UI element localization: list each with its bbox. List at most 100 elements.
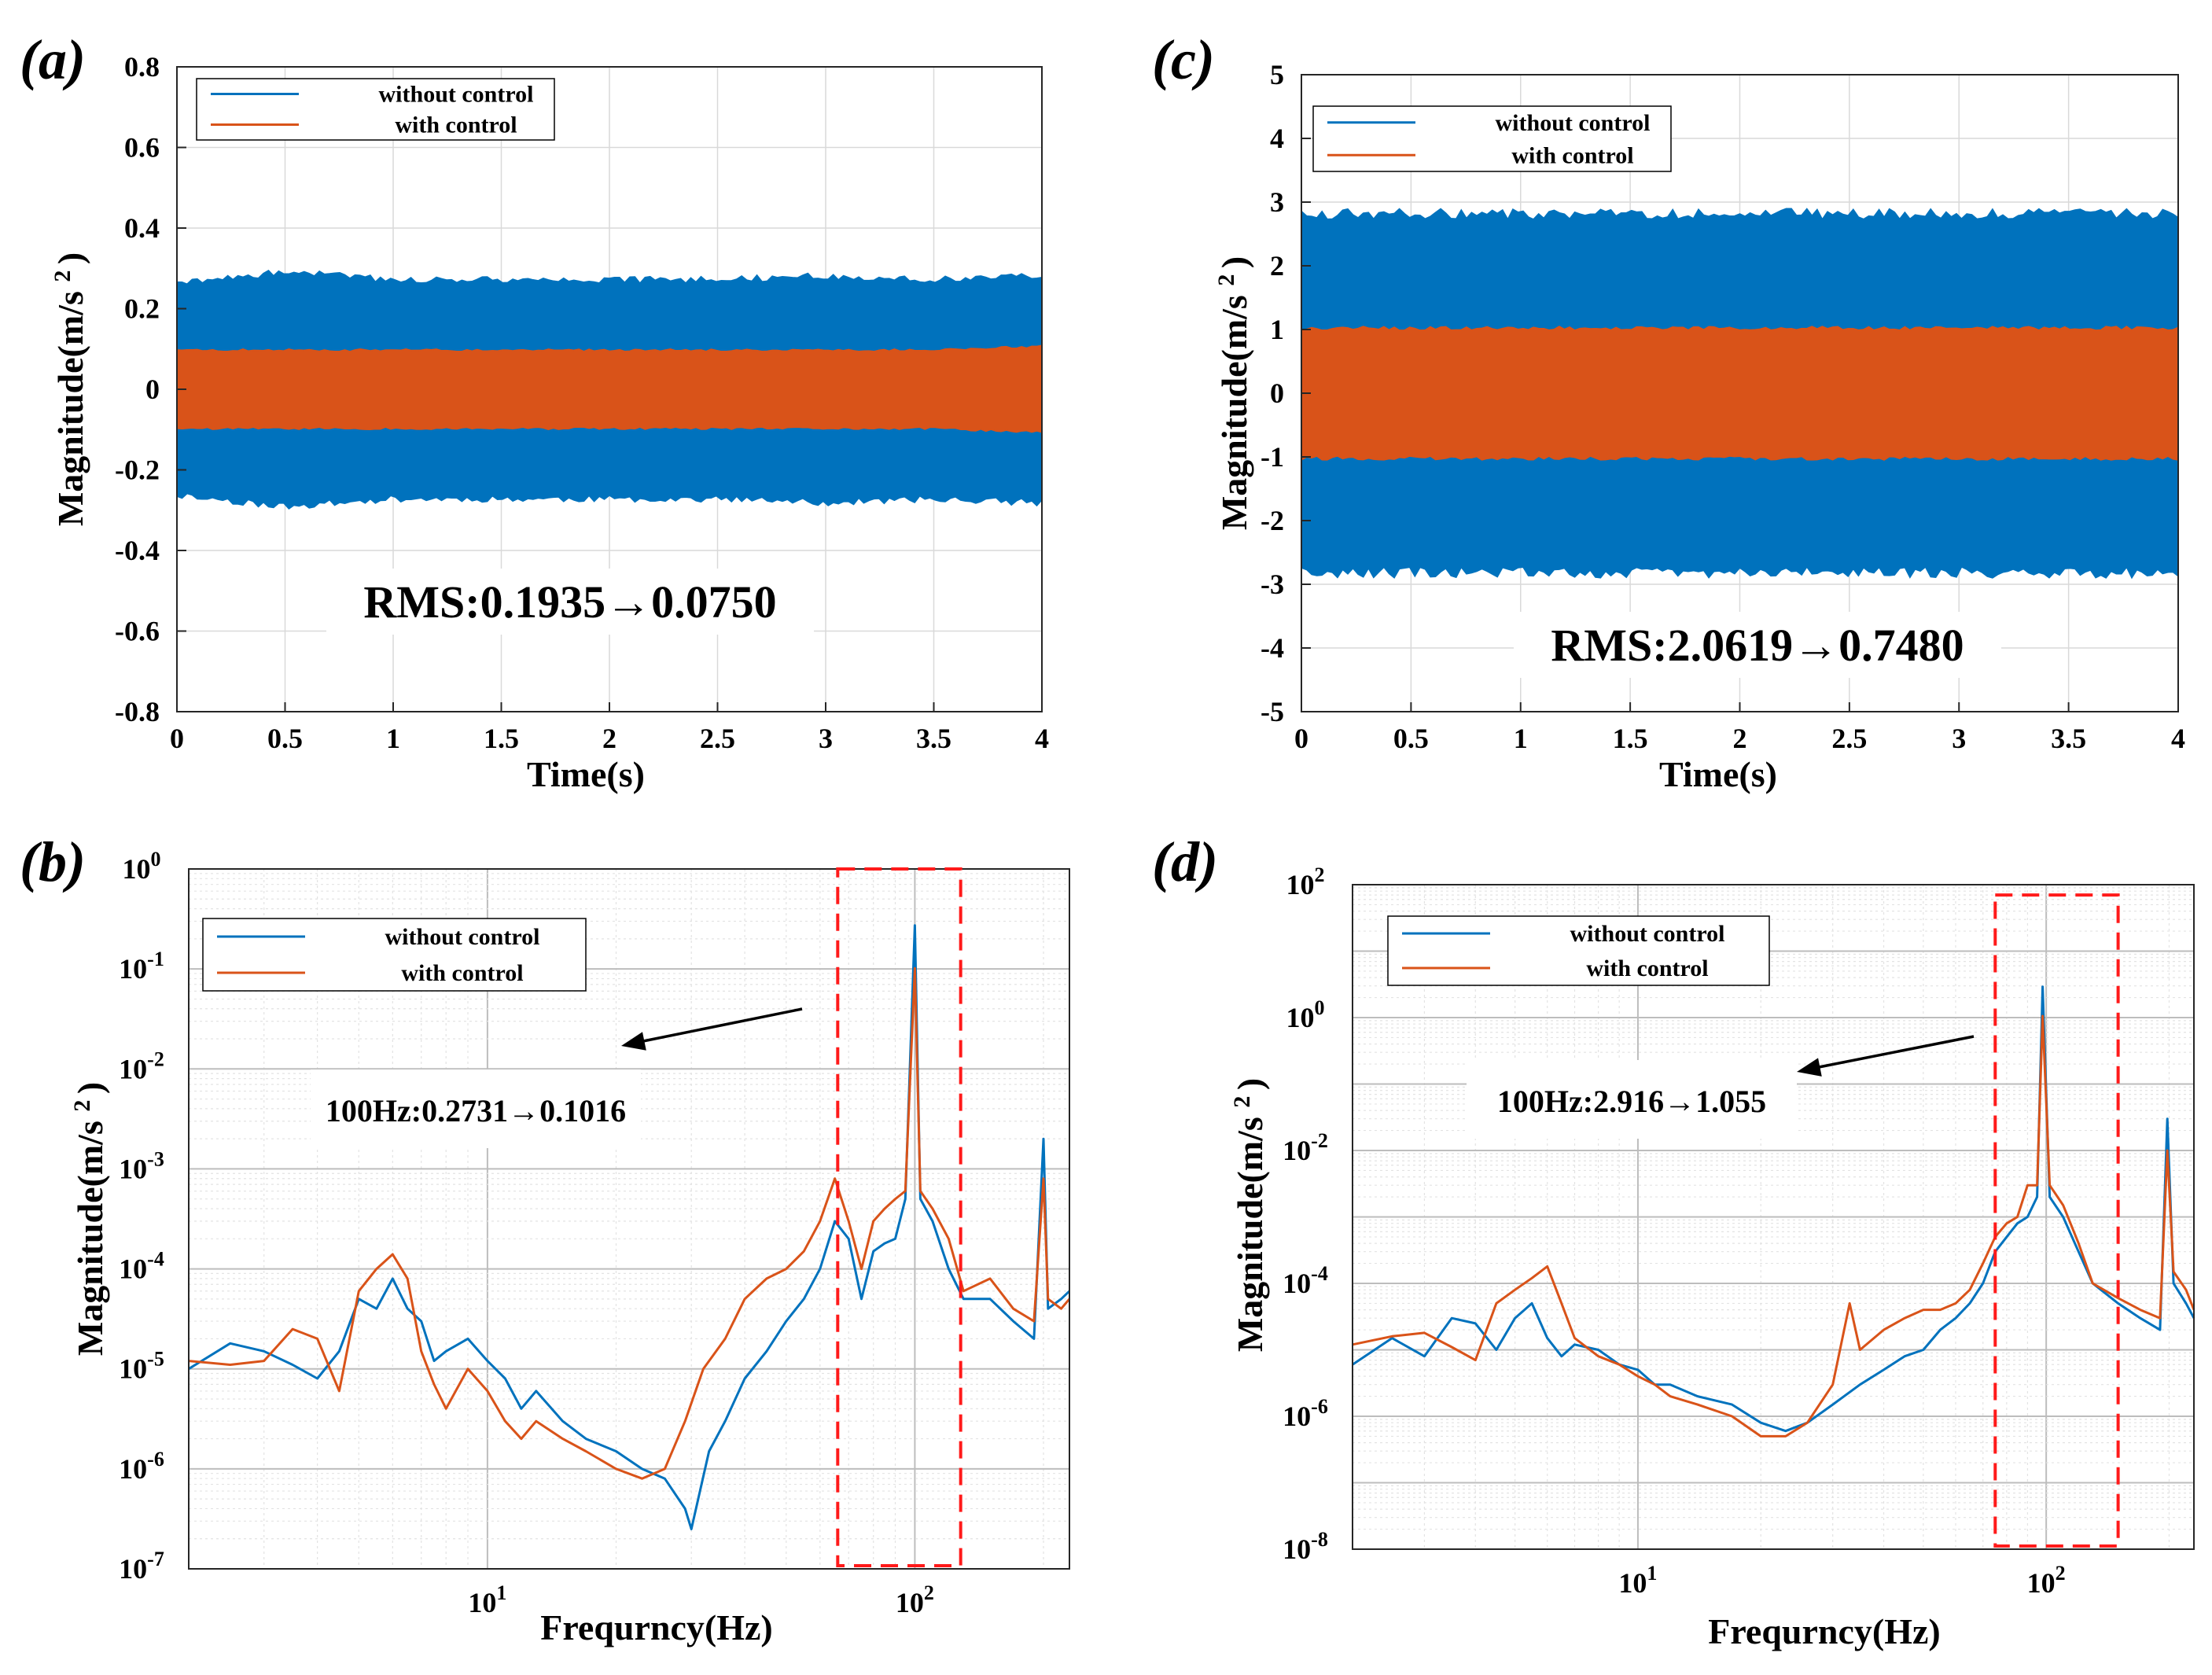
panel-d-ylabel: Magnitude(m/s 2 ) (1229, 1078, 1271, 1352)
panel-d-series-1 (1352, 1014, 2195, 1438)
panel-c-legend-box (1312, 105, 1672, 172)
panel-c-annotation: RMS:2.0619→0.7480 (1551, 620, 1964, 671)
panel-a-xtick-label: 0.5 (267, 723, 303, 754)
panel-b-label: (b) (20, 830, 86, 893)
panel-a-ytick-label: -0.8 (115, 696, 160, 727)
panel-a-ytick-label: 0.6 (124, 132, 160, 164)
panel-c-xtick-label: 3.5 (2051, 723, 2086, 754)
panel-d-legend-box (1387, 915, 1770, 986)
panel-a-series-1 (176, 344, 1043, 433)
panel-d-ytick-label: 102 (1286, 863, 1325, 900)
panel-c-ytick-label: -5 (1261, 696, 1284, 727)
panel-d-xtick-label: 101 (1618, 1562, 1657, 1599)
panel-b-arrow-line (635, 1007, 803, 1044)
panel-b-series-1 (188, 966, 1071, 1480)
panel-a-ytick-label: -0.6 (115, 616, 160, 647)
panel-c-ytick-label: 0 (1270, 377, 1284, 409)
panel-d-annotation-bg (1467, 1060, 1797, 1139)
panel-d-legend-entry-1: with control (1586, 955, 1708, 981)
panel-a-ytick-label: 0.8 (124, 51, 160, 83)
panel-c-legend-entry-1: with control (1511, 142, 1633, 168)
panel-b-xtick-label: 102 (896, 1581, 934, 1618)
panel-d-series-0 (1352, 985, 2195, 1433)
panel-b-arrow-head (621, 1032, 646, 1051)
panel-d-ytick-label: 10-4 (1283, 1262, 1328, 1299)
panel-d-ytick-label: 100 (1286, 996, 1325, 1033)
panel-b-series-0 (188, 924, 1071, 1530)
panel-d-highlight-box (1993, 893, 2120, 1548)
panel-a-legend-entry-1: with control (395, 112, 517, 138)
panel-b: 101 102 100 10-1 10-2 10-3 10-4 10-5 10-6 10-7 Fre… (20, 830, 1071, 1647)
panel-a-xtick-label: 3.5 (916, 723, 951, 754)
panel-c-ytick-label: 5 (1270, 59, 1284, 90)
panel-a-xtick-label: 2 (602, 723, 616, 754)
panel-b-ytick-label: 10-5 (119, 1348, 164, 1385)
panel-d-ytick-label: 10-2 (1283, 1129, 1328, 1166)
panel-a-annotation: RMS:0.1935→0.0750 (363, 576, 776, 628)
panel-d-ytick-label: 10-8 (1283, 1528, 1328, 1565)
panel-c-xtick-label: 0 (1294, 723, 1308, 754)
panel-a-xtick-label: 1 (386, 723, 400, 754)
panel-c-xtick-label: 3 (1952, 723, 1966, 754)
panel-a-xtick-label: 0 (170, 723, 184, 754)
panel-c-xtick-label: 2 (1733, 723, 1747, 754)
panel-b-xtick-label: 101 (468, 1581, 506, 1618)
panel-d-annotation: 100Hz:2.916→1.055 (1497, 1084, 1766, 1119)
panel-b-ytick-label: 10-3 (119, 1147, 164, 1184)
panel-b-ytick-label: 10-2 (119, 1047, 164, 1084)
panel-c-label: (c) (1152, 28, 1215, 91)
panel-b-ytick-label: 10-7 (119, 1548, 164, 1585)
panel-c-xlabel: Time(s) (1659, 754, 1777, 794)
panel-c-xtick-label: 0.5 (1393, 723, 1429, 754)
panel-d-arrow-line (1810, 1035, 1975, 1070)
panel-d-legend-entry-0: without control (1570, 921, 1725, 947)
panel-a-xtick-label: 1.5 (484, 723, 519, 754)
panel-d-ytick-label: 10-6 (1283, 1395, 1328, 1432)
panel-d-xlabel: Frequrncy(Hz) (1708, 1611, 1941, 1651)
panel-c-ytick-label: -1 (1261, 441, 1284, 473)
panel-a-xtick-label: 3 (819, 723, 833, 754)
panel-a-annotation-bg (326, 569, 814, 635)
panel-b-ylabel: Magnitude(m/s 2 ) (69, 1082, 111, 1356)
panel-b-ytick-label: 10-4 (119, 1248, 164, 1285)
panel-c-legend-entry-0: without control (1496, 110, 1651, 136)
panel-c-ytick-label: 4 (1270, 123, 1284, 154)
panel-a-ytick-label: -0.2 (115, 455, 160, 486)
panel-b-xlabel: Frequrncy(Hz) (540, 1607, 773, 1647)
panel-c-series-1 (1301, 326, 2179, 462)
panel-c-ytick-label: -2 (1261, 505, 1284, 536)
panel-a-ytick-label: 0 (145, 374, 160, 405)
panel-c-ytick-label: 1 (1270, 314, 1284, 345)
panel-b-legend-entry-1: with control (401, 960, 523, 986)
panel-a-xtick-label: 4 (1035, 723, 1049, 754)
panel-a-ytick-label: -0.4 (115, 535, 160, 566)
panel-c-xtick-label: 2.5 (1831, 723, 1867, 754)
panel-a-xlabel: Time(s) (527, 754, 645, 794)
panel-a-label: (a) (20, 28, 86, 91)
panel-c-xtick-label: 1 (1514, 723, 1528, 754)
panel-d-xtick-label: 102 (2027, 1562, 2066, 1599)
panel-d-axes-frame (1352, 884, 2195, 1550)
panel-c-ytick-label: -3 (1261, 569, 1284, 600)
panel-d-arrow-head (1797, 1058, 1822, 1077)
panel-b-highlight-box (836, 867, 962, 1567)
panel-b-ytick-label: 100 (123, 848, 161, 885)
panel-c-ytick-label: 3 (1270, 186, 1284, 218)
panel-c: 0 0.5 1 1.5 2 2.5 3 3.5 4 5 4 3 2 1 0 -1 -2 -3 -4 -5 Time(s)… (1152, 28, 2185, 794)
panel-c-ylabel: Magnitude(m/s 2 ) (1213, 256, 1255, 530)
panel-a-ytick-label: 0.2 (124, 293, 160, 325)
panel-c-xtick-label: 1.5 (1613, 723, 1648, 754)
panel-b-legend-box (202, 918, 587, 992)
panel-d-label: (d) (1152, 830, 1218, 893)
panel-a-ytick-label: 0.4 (124, 212, 160, 244)
panel-c-annotation-bg (1514, 612, 2001, 678)
panel-c-ytick-label: 2 (1270, 250, 1284, 282)
panel-a-ylabel: Magnitude(m/s 2 ) (50, 252, 91, 526)
panel-b-annotation: 100Hz:0.2731→0.1016 (326, 1093, 626, 1128)
panel-a-xtick-label: 2.5 (700, 723, 735, 754)
panel-b-ytick-label: 10-6 (119, 1448, 164, 1485)
panel-b-legend-entry-0: without control (385, 924, 540, 950)
panel-b-annotation-bg (311, 1069, 641, 1148)
panel-a: 0 0.5 1 1.5 2 2.5 3 3.5 4 0.8 0.6 0.4 0.2 0 -0.2 -0.4 -0… (20, 28, 1049, 794)
